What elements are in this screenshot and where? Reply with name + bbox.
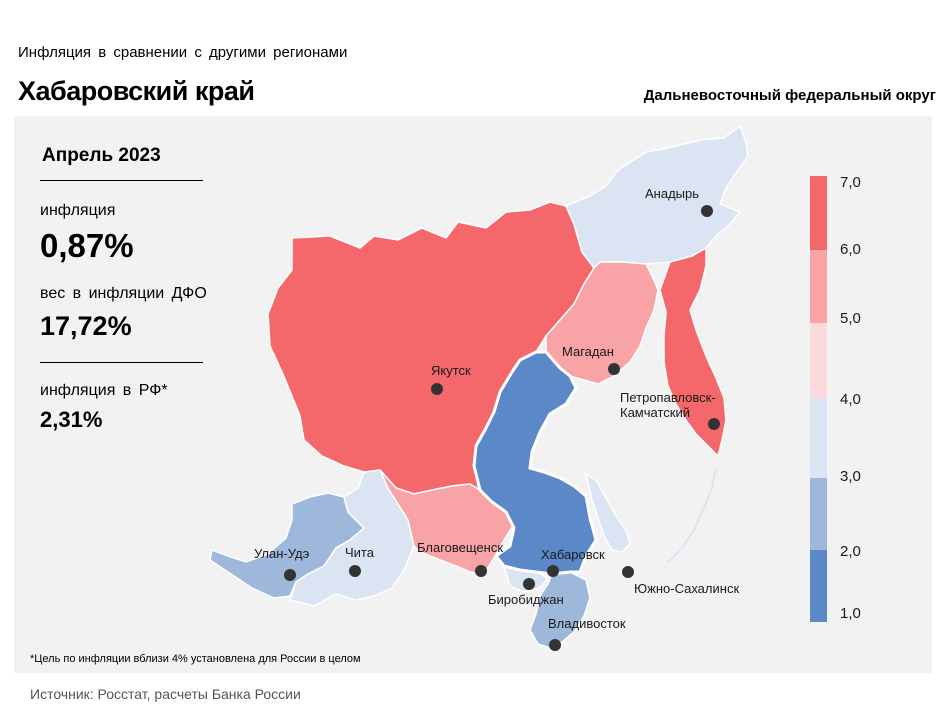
- city-chita: Чита: [345, 545, 375, 577]
- inflation-value: 0,87%: [40, 227, 134, 264]
- source-note: Источник: Росстат, расчеты Банка России: [30, 686, 301, 702]
- legend-swatch-2-3: [810, 478, 827, 550]
- city-label: Анадырь: [645, 186, 699, 201]
- city-marker: [708, 418, 720, 430]
- rf-inflation-label: инфляция в РФ*: [40, 382, 168, 399]
- city-vladivostok: Владивосток: [548, 616, 626, 651]
- city-label: Южно-Сахалинск: [634, 581, 739, 596]
- city-label: Хабаровск: [541, 547, 605, 562]
- kuril-islands: [667, 467, 717, 563]
- rf-inflation-value: 2,31%: [40, 407, 103, 432]
- city-label: Магадан: [562, 344, 614, 359]
- legend-tick: 2,0: [840, 543, 861, 560]
- city-marker: [622, 566, 634, 578]
- city-marker: [549, 639, 561, 651]
- city-khabarovsk: Хабаровск: [541, 547, 605, 577]
- city-label-line1: Петропавловск-: [620, 390, 716, 405]
- city-label: Благовещенск: [417, 540, 503, 555]
- region-amur: [379, 469, 515, 575]
- region-sakhalin: [584, 472, 631, 553]
- region-magadan: [545, 261, 659, 385]
- legend-swatch-1-2: [810, 550, 827, 622]
- city-magadan: Магадан: [562, 344, 620, 375]
- city-birobidzhan: Биробиджан: [488, 578, 564, 607]
- city-label: Чита: [345, 545, 375, 560]
- city-label: Якутск: [431, 363, 471, 378]
- legend-tick: 1,0: [840, 605, 861, 622]
- page-title: Хабаровский край: [18, 76, 255, 106]
- city-marker: [475, 565, 487, 577]
- legend-swatch-3-4: [810, 398, 827, 478]
- city-marker: [431, 383, 443, 395]
- legend-swatch-4-5: [810, 323, 827, 398]
- subtitle: Инфляция в сравнении с другими регионами: [18, 44, 348, 61]
- city-blagoveshchensk: Благовещенск: [417, 540, 503, 577]
- region-kamchatka: [659, 246, 727, 458]
- city-marker: [523, 578, 535, 590]
- legend-tick: 6,0: [840, 241, 861, 258]
- city-marker: [608, 363, 620, 375]
- footnote: *Цель по инфляции вблизи 4% установлена …: [30, 653, 361, 665]
- inflation-label: инфляция: [40, 202, 116, 219]
- city-yuzhno-sakhalinsk: Южно-Сахалинск: [622, 566, 739, 596]
- legend-tick: 7,0: [840, 174, 861, 191]
- city-label-line2: Камчатский: [620, 405, 690, 420]
- city-yakutsk: Якутск: [431, 363, 471, 395]
- city-marker: [701, 205, 713, 217]
- city-marker: [547, 565, 559, 577]
- region-khabarovsk: [472, 350, 598, 576]
- city-label: Улан-Удэ: [254, 546, 310, 561]
- city-petropavlovsk: Петропавловск- Камчатский: [620, 390, 720, 430]
- legend-swatch-5-6: [810, 250, 827, 323]
- legend-tick: 3,0: [840, 468, 861, 485]
- legend-tick: 5,0: [840, 310, 861, 327]
- city-marker: [349, 565, 361, 577]
- city-marker: [284, 569, 296, 581]
- district-title: Дальневосточный федеральный округ: [643, 87, 936, 104]
- legend-swatch-6-7: [810, 176, 827, 250]
- period-label: Апрель 2023: [42, 145, 161, 166]
- weight-label: вес в инфляции ДФО: [40, 285, 207, 302]
- city-ulan-ude: Улан-Удэ: [254, 546, 310, 581]
- legend: 7,0 6,0 5,0 4,0 3,0 2,0 1,0: [810, 174, 861, 622]
- weight-value: 17,72%: [40, 311, 132, 341]
- divider: [40, 180, 203, 181]
- city-label: Владивосток: [548, 616, 626, 631]
- legend-tick: 4,0: [840, 391, 861, 408]
- region-yakutia: [267, 201, 595, 495]
- city-anadyr: Анадырь: [645, 186, 713, 217]
- divider: [40, 362, 203, 363]
- city-label: Биробиджан: [488, 592, 564, 607]
